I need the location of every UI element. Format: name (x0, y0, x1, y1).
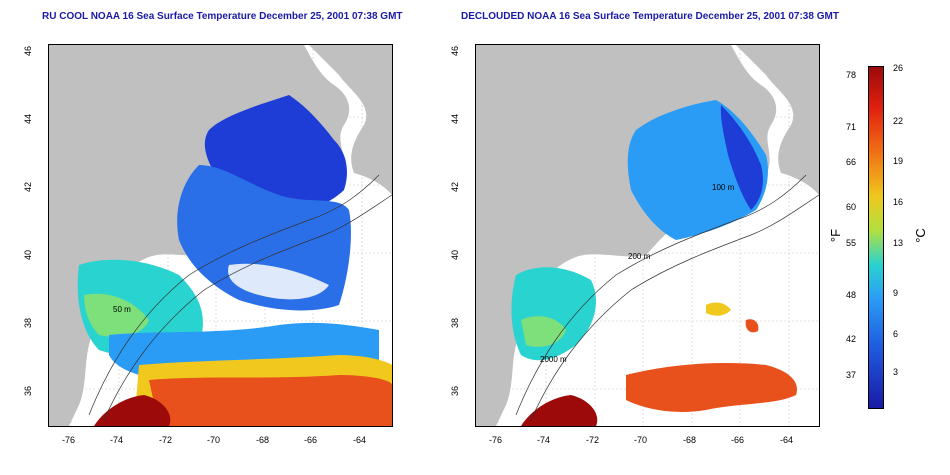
fahrenheit-tick-60: 60 (846, 202, 857, 212)
left-lon-tick-76: -76 (62, 435, 76, 445)
right-lon-tick-70: -70 (634, 435, 648, 445)
left-sst-map (48, 44, 393, 427)
contour-label-200m: 200 m (628, 252, 651, 261)
celsius-tick-6: 6 (893, 329, 899, 339)
left-lat-tick-42: 42 (23, 181, 34, 193)
right-lon-tick-76: -76 (489, 435, 503, 445)
left-lat-tick-44: 44 (23, 113, 34, 125)
contour-label-50m: 50 m (113, 305, 131, 314)
celsius-tick-3: 3 (893, 367, 899, 377)
right-lon-tick-72: -72 (586, 435, 600, 445)
left-panel-title: RU COOL NOAA 16 Sea Surface Temperature … (42, 11, 403, 22)
left-lon-tick-68: -68 (256, 435, 270, 445)
left-lon-tick-64: -64 (353, 435, 367, 445)
right-lat-tick-40: 40 (450, 249, 461, 261)
left-lat-tick-40: 40 (23, 249, 34, 261)
right-lon-tick-68: -68 (683, 435, 697, 445)
left-lon-tick-74: -74 (110, 435, 124, 445)
fahrenheit-tick-48: 48 (846, 290, 857, 300)
right-lat-tick-42: 42 (450, 181, 461, 193)
right-lon-tick-64: -64 (780, 435, 794, 445)
celsius-tick-9: 9 (893, 288, 899, 298)
left-lat-tick-46: 46 (23, 45, 34, 57)
right-lon-tick-66: -66 (731, 435, 745, 445)
fahrenheit-tick-66: 66 (846, 157, 857, 167)
contour-label-2000m: 2000 m (540, 355, 567, 364)
land-mass-ne (736, 45, 819, 195)
celsius-unit-label: °C (912, 228, 928, 243)
right-panel-title: DECLOUDED NOAA 16 Sea Surface Temperatur… (461, 11, 839, 22)
fahrenheit-tick-71: 71 (846, 122, 857, 132)
right-lat-tick-46: 46 (450, 45, 461, 57)
right-lat-tick-38: 38 (450, 317, 461, 329)
left-lat-tick-38: 38 (23, 317, 34, 329)
left-lon-tick-70: -70 (207, 435, 221, 445)
fahrenheit-tick-78: 78 (846, 70, 857, 80)
right-sst-map (475, 44, 820, 427)
left-lon-tick-66: -66 (304, 435, 318, 445)
right-lat-tick-44: 44 (450, 113, 461, 125)
fahrenheit-tick-37: 37 (846, 370, 857, 380)
left-lon-tick-72: -72 (159, 435, 173, 445)
left-lat-tick-36: 36 (23, 385, 34, 397)
right-lat-tick-36: 36 (450, 385, 461, 397)
land-mass-ne (309, 45, 392, 195)
colorbar (868, 66, 884, 409)
right-lon-tick-74: -74 (537, 435, 551, 445)
contour-label-100m: 100 m (712, 183, 735, 192)
celsius-tick-16: 16 (893, 197, 904, 207)
celsius-tick-26: 26 (893, 63, 904, 73)
celsius-tick-19: 19 (893, 156, 904, 166)
fahrenheit-unit-label: °F (828, 228, 844, 243)
celsius-tick-13: 13 (893, 238, 904, 248)
fahrenheit-tick-42: 42 (846, 334, 857, 344)
fahrenheit-tick-55: 55 (846, 238, 857, 248)
celsius-tick-22: 22 (893, 116, 904, 126)
